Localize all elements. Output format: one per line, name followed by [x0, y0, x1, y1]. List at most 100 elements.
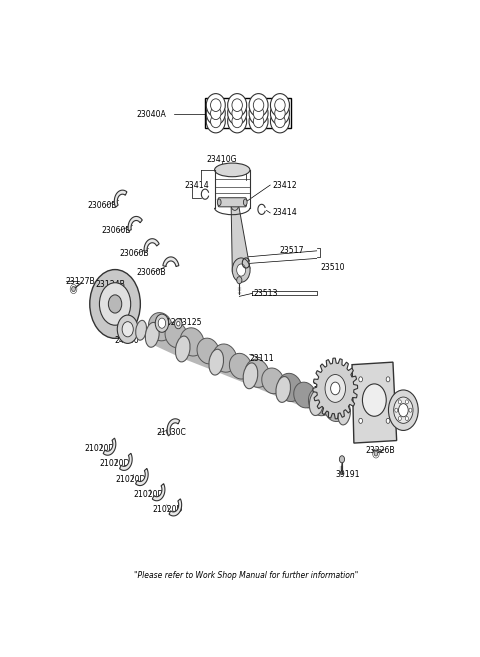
- Ellipse shape: [309, 388, 332, 416]
- Text: 23211B: 23211B: [347, 394, 376, 403]
- Bar: [205, 98, 290, 128]
- Text: 21020D: 21020D: [133, 490, 164, 499]
- Circle shape: [339, 456, 345, 463]
- Circle shape: [175, 319, 182, 328]
- Polygon shape: [152, 484, 165, 501]
- Circle shape: [386, 377, 390, 382]
- Ellipse shape: [211, 99, 221, 112]
- Text: 21020D: 21020D: [116, 475, 146, 484]
- Circle shape: [155, 314, 168, 332]
- Circle shape: [331, 382, 340, 395]
- Ellipse shape: [278, 373, 302, 401]
- Text: 23120: 23120: [156, 318, 180, 327]
- Text: 21030C: 21030C: [156, 428, 186, 438]
- Polygon shape: [352, 362, 396, 443]
- Polygon shape: [315, 394, 346, 422]
- Text: 23124B: 23124B: [96, 281, 125, 289]
- Polygon shape: [249, 367, 285, 398]
- Ellipse shape: [276, 376, 290, 402]
- Ellipse shape: [294, 382, 316, 408]
- Ellipse shape: [232, 115, 242, 127]
- Circle shape: [177, 321, 180, 326]
- Polygon shape: [120, 453, 132, 470]
- Ellipse shape: [180, 328, 204, 356]
- Ellipse shape: [253, 107, 264, 120]
- Text: 23060B: 23060B: [101, 226, 131, 235]
- Circle shape: [362, 384, 386, 417]
- Circle shape: [231, 200, 239, 210]
- Text: 23510: 23510: [321, 263, 345, 271]
- Text: 23414: 23414: [185, 181, 209, 190]
- Ellipse shape: [310, 390, 324, 415]
- Circle shape: [72, 286, 75, 292]
- Polygon shape: [281, 380, 319, 411]
- Ellipse shape: [197, 338, 219, 364]
- Ellipse shape: [275, 115, 285, 127]
- Text: 23111: 23111: [250, 353, 275, 363]
- Circle shape: [388, 390, 418, 430]
- Circle shape: [409, 408, 412, 412]
- Circle shape: [395, 408, 398, 412]
- Ellipse shape: [228, 102, 247, 125]
- Ellipse shape: [176, 336, 190, 362]
- Circle shape: [122, 322, 133, 337]
- Ellipse shape: [211, 115, 221, 127]
- Ellipse shape: [228, 110, 247, 133]
- Text: 21020D: 21020D: [99, 459, 130, 468]
- Text: 23311B: 23311B: [384, 419, 413, 427]
- Ellipse shape: [275, 107, 285, 120]
- Ellipse shape: [145, 323, 159, 348]
- Text: 24340: 24340: [114, 336, 139, 346]
- Text: 23060B: 23060B: [136, 267, 166, 277]
- Ellipse shape: [324, 396, 346, 422]
- Polygon shape: [169, 499, 181, 516]
- Ellipse shape: [206, 110, 225, 133]
- Polygon shape: [114, 190, 127, 207]
- FancyBboxPatch shape: [218, 198, 246, 207]
- Text: 23513: 23513: [253, 289, 278, 298]
- Text: 23414: 23414: [272, 208, 297, 217]
- Circle shape: [398, 403, 408, 417]
- Circle shape: [406, 417, 408, 420]
- Ellipse shape: [228, 93, 247, 117]
- Ellipse shape: [270, 102, 289, 125]
- Ellipse shape: [243, 199, 247, 206]
- Ellipse shape: [253, 99, 264, 112]
- Text: 23125: 23125: [178, 318, 202, 327]
- Circle shape: [386, 419, 390, 423]
- Polygon shape: [150, 326, 185, 358]
- Circle shape: [90, 269, 140, 338]
- Ellipse shape: [243, 363, 258, 389]
- Text: 21020D: 21020D: [84, 443, 115, 453]
- Text: 39191: 39191: [335, 470, 360, 479]
- Circle shape: [232, 258, 250, 283]
- Circle shape: [117, 315, 138, 344]
- Polygon shape: [231, 204, 250, 271]
- Ellipse shape: [249, 110, 268, 133]
- Ellipse shape: [215, 163, 250, 177]
- Text: 23410G: 23410G: [206, 155, 237, 164]
- Ellipse shape: [245, 359, 269, 388]
- Text: 23517: 23517: [279, 246, 304, 256]
- Ellipse shape: [270, 93, 289, 117]
- Circle shape: [374, 451, 378, 456]
- Circle shape: [406, 400, 408, 404]
- Text: 23060B: 23060B: [120, 249, 149, 258]
- Ellipse shape: [217, 199, 221, 206]
- Text: 21020D: 21020D: [152, 505, 183, 514]
- Circle shape: [359, 377, 362, 382]
- Circle shape: [108, 295, 122, 313]
- Polygon shape: [167, 419, 180, 436]
- Circle shape: [237, 264, 246, 276]
- Ellipse shape: [253, 115, 264, 127]
- Ellipse shape: [206, 93, 225, 117]
- Text: 23226B: 23226B: [365, 446, 395, 455]
- Text: 23412: 23412: [272, 181, 297, 190]
- Ellipse shape: [249, 102, 268, 125]
- Circle shape: [237, 277, 242, 284]
- Ellipse shape: [338, 403, 350, 425]
- Circle shape: [325, 374, 346, 402]
- Ellipse shape: [136, 321, 146, 340]
- Circle shape: [398, 400, 401, 404]
- Text: 23127B: 23127B: [66, 277, 96, 286]
